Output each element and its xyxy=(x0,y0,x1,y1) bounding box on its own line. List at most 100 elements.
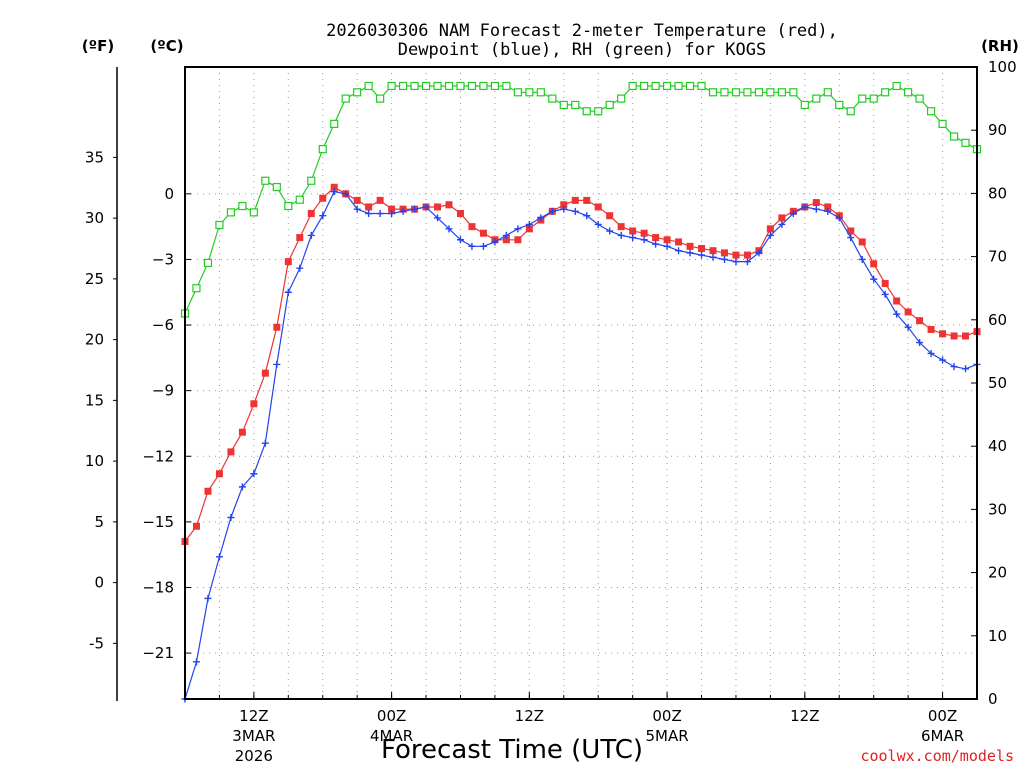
chart-title-line1: 2026030306 NAM Forecast 2-meter Temperat… xyxy=(326,21,838,41)
rh-point xyxy=(226,208,236,217)
temperature-point xyxy=(720,249,728,257)
dewpoint-point xyxy=(847,234,855,242)
fahrenheit-unit-label: (ºF) xyxy=(82,37,114,55)
dewpoint-point xyxy=(606,227,614,235)
temperature-point xyxy=(388,205,396,213)
temperature-line xyxy=(184,186,978,542)
temperature-point xyxy=(893,297,901,305)
dewpoint-point xyxy=(560,205,568,213)
temperature-point xyxy=(950,332,958,340)
dewpoint-point xyxy=(434,214,442,222)
dewpoint-point xyxy=(858,255,866,263)
celsius-unit-label: (ºC) xyxy=(150,37,183,55)
rh-point xyxy=(720,88,729,97)
rh-point xyxy=(307,176,316,185)
rh-point xyxy=(203,258,213,268)
dewpoint-point xyxy=(227,513,235,521)
rh-unit-label: (RH) xyxy=(981,37,1019,55)
dewpoint-point xyxy=(720,255,728,263)
temperature-point xyxy=(663,236,671,244)
dewpoint-point xyxy=(927,349,935,357)
dewpoint-point xyxy=(652,240,660,248)
rh-point xyxy=(364,81,373,91)
dewpoint-point xyxy=(342,190,350,198)
dewpoint-point xyxy=(743,258,751,266)
dewpoint-point xyxy=(594,220,602,228)
dewpoint-point xyxy=(640,236,648,244)
x-tick-label: 12Z xyxy=(515,707,544,725)
dewpoint-point xyxy=(698,251,706,259)
dewpoint-point xyxy=(261,439,269,447)
x-tick-date: 4MAR xyxy=(370,727,413,745)
temperature-point xyxy=(204,487,212,495)
dewpoint-point xyxy=(870,275,878,283)
temperature-point xyxy=(698,245,706,253)
dewpoint-point xyxy=(456,236,464,244)
dewpoint-point xyxy=(617,231,625,239)
celsius-tick-label: −3 xyxy=(152,250,174,268)
rh-point xyxy=(479,81,488,91)
temperature-point xyxy=(640,229,648,237)
dewpoint-point xyxy=(491,238,499,246)
dewpoint-point xyxy=(962,365,970,373)
temperature-series xyxy=(181,183,981,546)
rh-point xyxy=(261,176,270,185)
rh-point xyxy=(433,81,442,91)
dewpoint-point xyxy=(422,203,430,211)
rh-point xyxy=(571,100,580,110)
rh-point xyxy=(812,94,821,103)
dewpoint-point xyxy=(789,210,797,218)
dewpoint-point xyxy=(755,249,763,257)
temperature-point xyxy=(962,332,970,340)
rh-point xyxy=(938,119,947,128)
rh-point xyxy=(238,201,247,211)
rh-point xyxy=(490,81,500,91)
rh-line xyxy=(184,85,978,314)
temperature-point xyxy=(560,201,568,209)
rh-point xyxy=(662,81,672,91)
dewpoint-point xyxy=(537,214,545,222)
dewpoint-point xyxy=(399,207,407,215)
temperature-point xyxy=(583,196,591,204)
rh-point xyxy=(353,88,362,97)
dewpoint-point xyxy=(307,231,315,239)
temperature-point xyxy=(743,251,751,259)
rh-point xyxy=(697,81,706,91)
temperature-point xyxy=(594,203,602,211)
rh-point xyxy=(846,107,855,116)
fahrenheit-tick-label: 0 xyxy=(94,574,104,592)
x-tick-date: 5MAR xyxy=(646,727,689,745)
rh-point xyxy=(904,88,913,97)
dewpoint-point xyxy=(675,247,683,255)
temperature-point xyxy=(858,238,866,246)
x-tick-label: 00Z xyxy=(377,707,406,725)
temperature-point xyxy=(434,203,442,211)
rh-tick-label: 80 xyxy=(988,184,1007,202)
dewpoint-line xyxy=(184,191,978,700)
rh-series xyxy=(180,81,982,318)
rh-tick-label: 70 xyxy=(988,248,1007,266)
dewpoint-point xyxy=(376,210,384,218)
temperature-point xyxy=(502,236,510,244)
dewpoint-series xyxy=(181,188,981,703)
fahrenheit-tick-label: 10 xyxy=(85,452,104,470)
rh-point xyxy=(582,107,591,116)
fahrenheit-tick-label: 5 xyxy=(94,513,104,531)
temperature-point xyxy=(709,247,717,255)
temperature-point xyxy=(675,238,683,246)
rh-point xyxy=(559,100,568,110)
temperature-point xyxy=(250,400,258,408)
temperature-point xyxy=(376,196,384,204)
rh-point xyxy=(192,284,201,293)
rh-point xyxy=(708,88,718,97)
dewpoint-point xyxy=(330,188,338,196)
chart-title-line2: Dewpoint (blue), RH (green) for KOGS xyxy=(398,40,766,60)
temperature-point xyxy=(525,225,533,233)
rh-point xyxy=(249,208,258,217)
rh-point xyxy=(674,81,683,91)
temperature-point xyxy=(273,323,281,331)
rh-point xyxy=(548,94,557,103)
dewpoint-point xyxy=(629,234,637,242)
dewpoint-point xyxy=(904,323,912,331)
rh-point xyxy=(272,182,281,192)
